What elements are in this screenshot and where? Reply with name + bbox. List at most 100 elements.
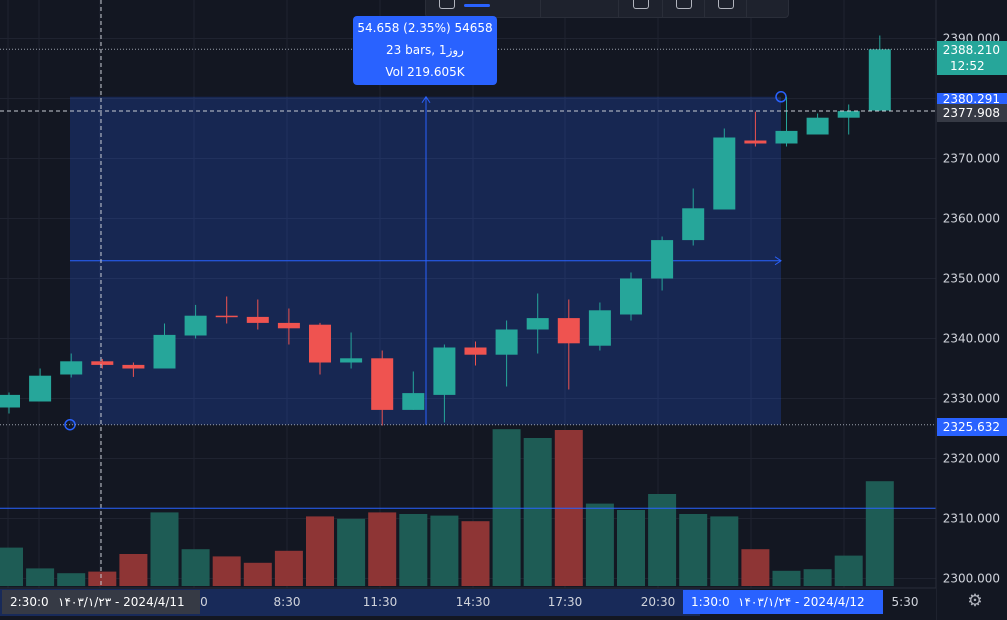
candle: [246, 316, 269, 323]
candle: [60, 361, 83, 375]
volume-bar: [88, 571, 117, 586]
candle: [588, 310, 611, 346]
candle: [620, 278, 642, 315]
candle: [464, 347, 487, 355]
candle: [868, 49, 891, 111]
candle: [651, 240, 674, 279]
volume-bar: [57, 573, 86, 586]
volume-bar: [430, 515, 459, 586]
crosshair-price-text: 2377.908: [943, 106, 1000, 120]
price-tick-label: 2330.000: [943, 392, 1000, 406]
measure-icon[interactable]: [464, 4, 490, 7]
volume-bar: [617, 510, 645, 586]
volume-bar: [0, 547, 23, 586]
drawing-toolbar: [425, 0, 789, 18]
volume-bar: [243, 562, 272, 586]
volume-bar: [212, 556, 241, 586]
calendar-icon[interactable]: [663, 0, 703, 17]
candle: [837, 111, 860, 118]
candle: [371, 358, 394, 410]
range-end-time-text: 1:30:0: [691, 595, 730, 609]
candle: [153, 334, 176, 369]
crosshair-price-label: [937, 104, 1007, 122]
candle: [557, 318, 580, 344]
settings-icon[interactable]: [620, 0, 660, 17]
tooltip-volume: Vol 219.605K: [385, 65, 465, 79]
tooltip-change: 54.658 (2.35%) 54658: [357, 21, 493, 35]
volume-bar: [119, 554, 148, 586]
volume-bar: [461, 521, 490, 586]
candle: [495, 329, 518, 355]
volume-bar: [306, 516, 334, 586]
volume-bar: [26, 568, 55, 586]
volume-bar: [772, 570, 801, 586]
price-tick-label: 2300.000: [943, 572, 1000, 586]
volume-bar: [585, 503, 614, 586]
measure-high-label: [937, 93, 1007, 104]
volume-bar: [274, 550, 303, 586]
volume-bar: [803, 569, 832, 586]
tooltip-bars: 23 bars, 1روز: [386, 43, 464, 57]
candle: [309, 324, 331, 363]
measure-arrow: [421, 95, 431, 104]
measure-low-text: 2325.632: [943, 420, 1000, 434]
volume-bar: [492, 429, 521, 586]
trash-icon[interactable]: [705, 0, 745, 17]
candle: [340, 358, 363, 363]
volume-bar: [337, 518, 366, 586]
price-tick-label: 2310.000: [943, 512, 1000, 526]
candle: [433, 347, 456, 395]
time-tick-label: 14:30: [456, 595, 491, 609]
measure-high-text: 2380.291: [943, 92, 1000, 106]
price-tick-label: 2320.000: [943, 452, 1000, 466]
volume-bar: [865, 481, 894, 586]
volume-bar: [834, 555, 863, 586]
measure-arrow: [774, 256, 782, 266]
candle: [29, 375, 52, 402]
candle: [184, 315, 207, 336]
volume-bar: [368, 512, 397, 586]
volume-bar: [399, 514, 428, 586]
volume-bar: [710, 516, 739, 586]
time-tick-label: 5:30: [892, 595, 919, 609]
countdown-text: 12:52: [950, 59, 985, 73]
price-tick-label: 2370.000: [943, 152, 1000, 166]
time-tick-label: 17:30: [548, 595, 583, 609]
text-icon[interactable]: [426, 0, 466, 17]
candle: [215, 315, 238, 318]
candle: [713, 137, 736, 210]
flag-icon[interactable]: [576, 0, 616, 17]
wave-icon[interactable]: [498, 0, 538, 17]
volume-bar: [741, 549, 770, 586]
candle: [122, 364, 145, 369]
last-price-label: [937, 41, 1007, 75]
time-tick-label: 8:30: [274, 595, 301, 609]
range-end-text: ۱۴۰۳/۱/۲۴ - 2024/4/12: [738, 595, 865, 609]
candle: [0, 394, 20, 408]
last-price-text: 2388.210: [943, 43, 1000, 57]
measure-tooltip: 54.658 (2.35%) 54658 23 bars, 1روز Vol 2…: [353, 16, 497, 85]
price-tick-label: 2350.000: [943, 272, 1000, 286]
candle: [91, 361, 114, 365]
crosshair-time-label: [2, 590, 200, 614]
range-start-text: ۱۴۰۳/۱/۲۳ - 2024/4/11: [58, 595, 185, 609]
price-tick-label: 2360.000: [943, 212, 1000, 226]
time-tick-label: 20:30: [641, 595, 676, 609]
crosshair-time-text: 2:30:0: [10, 595, 49, 609]
candle: [775, 130, 798, 144]
time-tick-label: 11:30: [363, 595, 398, 609]
candle: [402, 393, 425, 410]
range-end-label: [683, 590, 883, 614]
volume-bar: [150, 512, 179, 586]
price-tick-label: 2340.000: [943, 332, 1000, 346]
gear-icon[interactable]: ⚙: [967, 591, 983, 611]
candle: [526, 318, 549, 330]
candle: [744, 140, 767, 144]
volume-bar: [648, 494, 677, 586]
time-tick-label: 0: [200, 595, 208, 609]
measure-low-label: [937, 418, 1007, 436]
volume-bar: [679, 514, 708, 586]
volume-bar: [523, 438, 552, 586]
